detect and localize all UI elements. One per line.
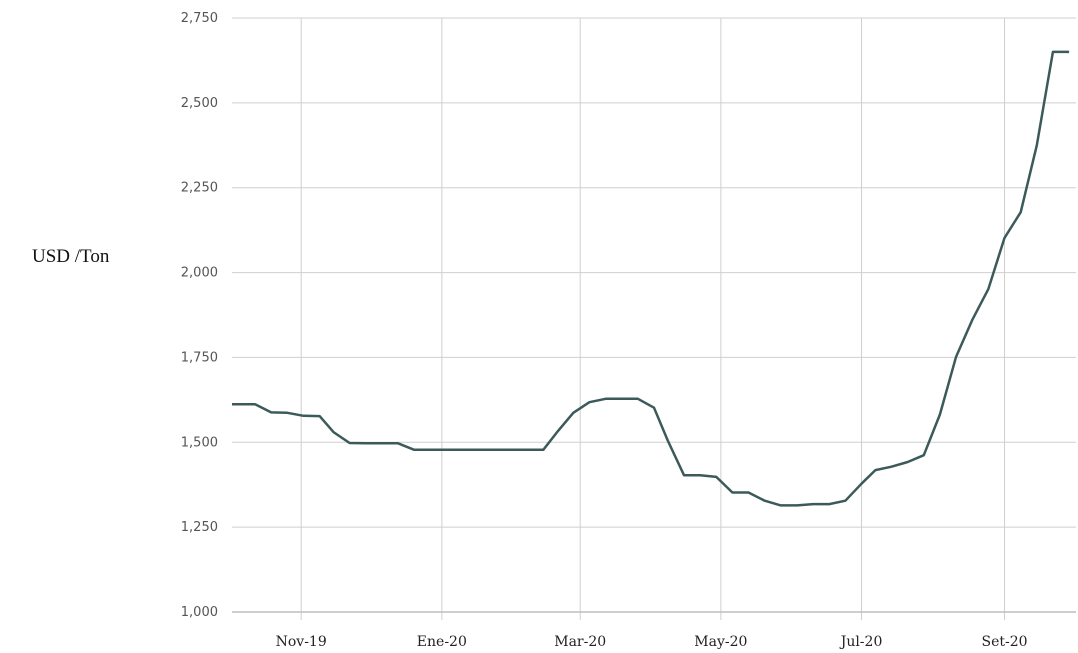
y-tick-label: 2,500 [181, 96, 218, 111]
y-tick-label: 1,000 [181, 605, 218, 620]
x-tick-label: May-20 [694, 634, 747, 650]
y-tick-label: 2,000 [181, 266, 218, 281]
grid-layer [232, 17, 1076, 620]
x-tick-label: Jul-20 [839, 634, 883, 650]
x-tick-label: Ene-20 [417, 634, 467, 650]
price-series-line [232, 50, 1070, 507]
x-tick-label: Nov-19 [276, 634, 327, 650]
y-tick-label: 2,750 [181, 11, 218, 26]
tick-layer: 1,000 1,250 1,500 1,750 2,000 2,250 2,500 2,750… [181, 11, 1028, 650]
x-tick-label: Mar-20 [554, 634, 606, 650]
y-tick-label: 1,500 [181, 435, 218, 450]
y-tick-label: 1,250 [181, 520, 218, 535]
x-tick-label: Set-20 [981, 634, 1027, 650]
y-axis-label: USD /Ton [32, 246, 110, 267]
y-tick-label: 2,250 [181, 181, 218, 196]
series-layer [232, 50, 1070, 507]
y-tick-label: 1,750 [181, 350, 218, 365]
